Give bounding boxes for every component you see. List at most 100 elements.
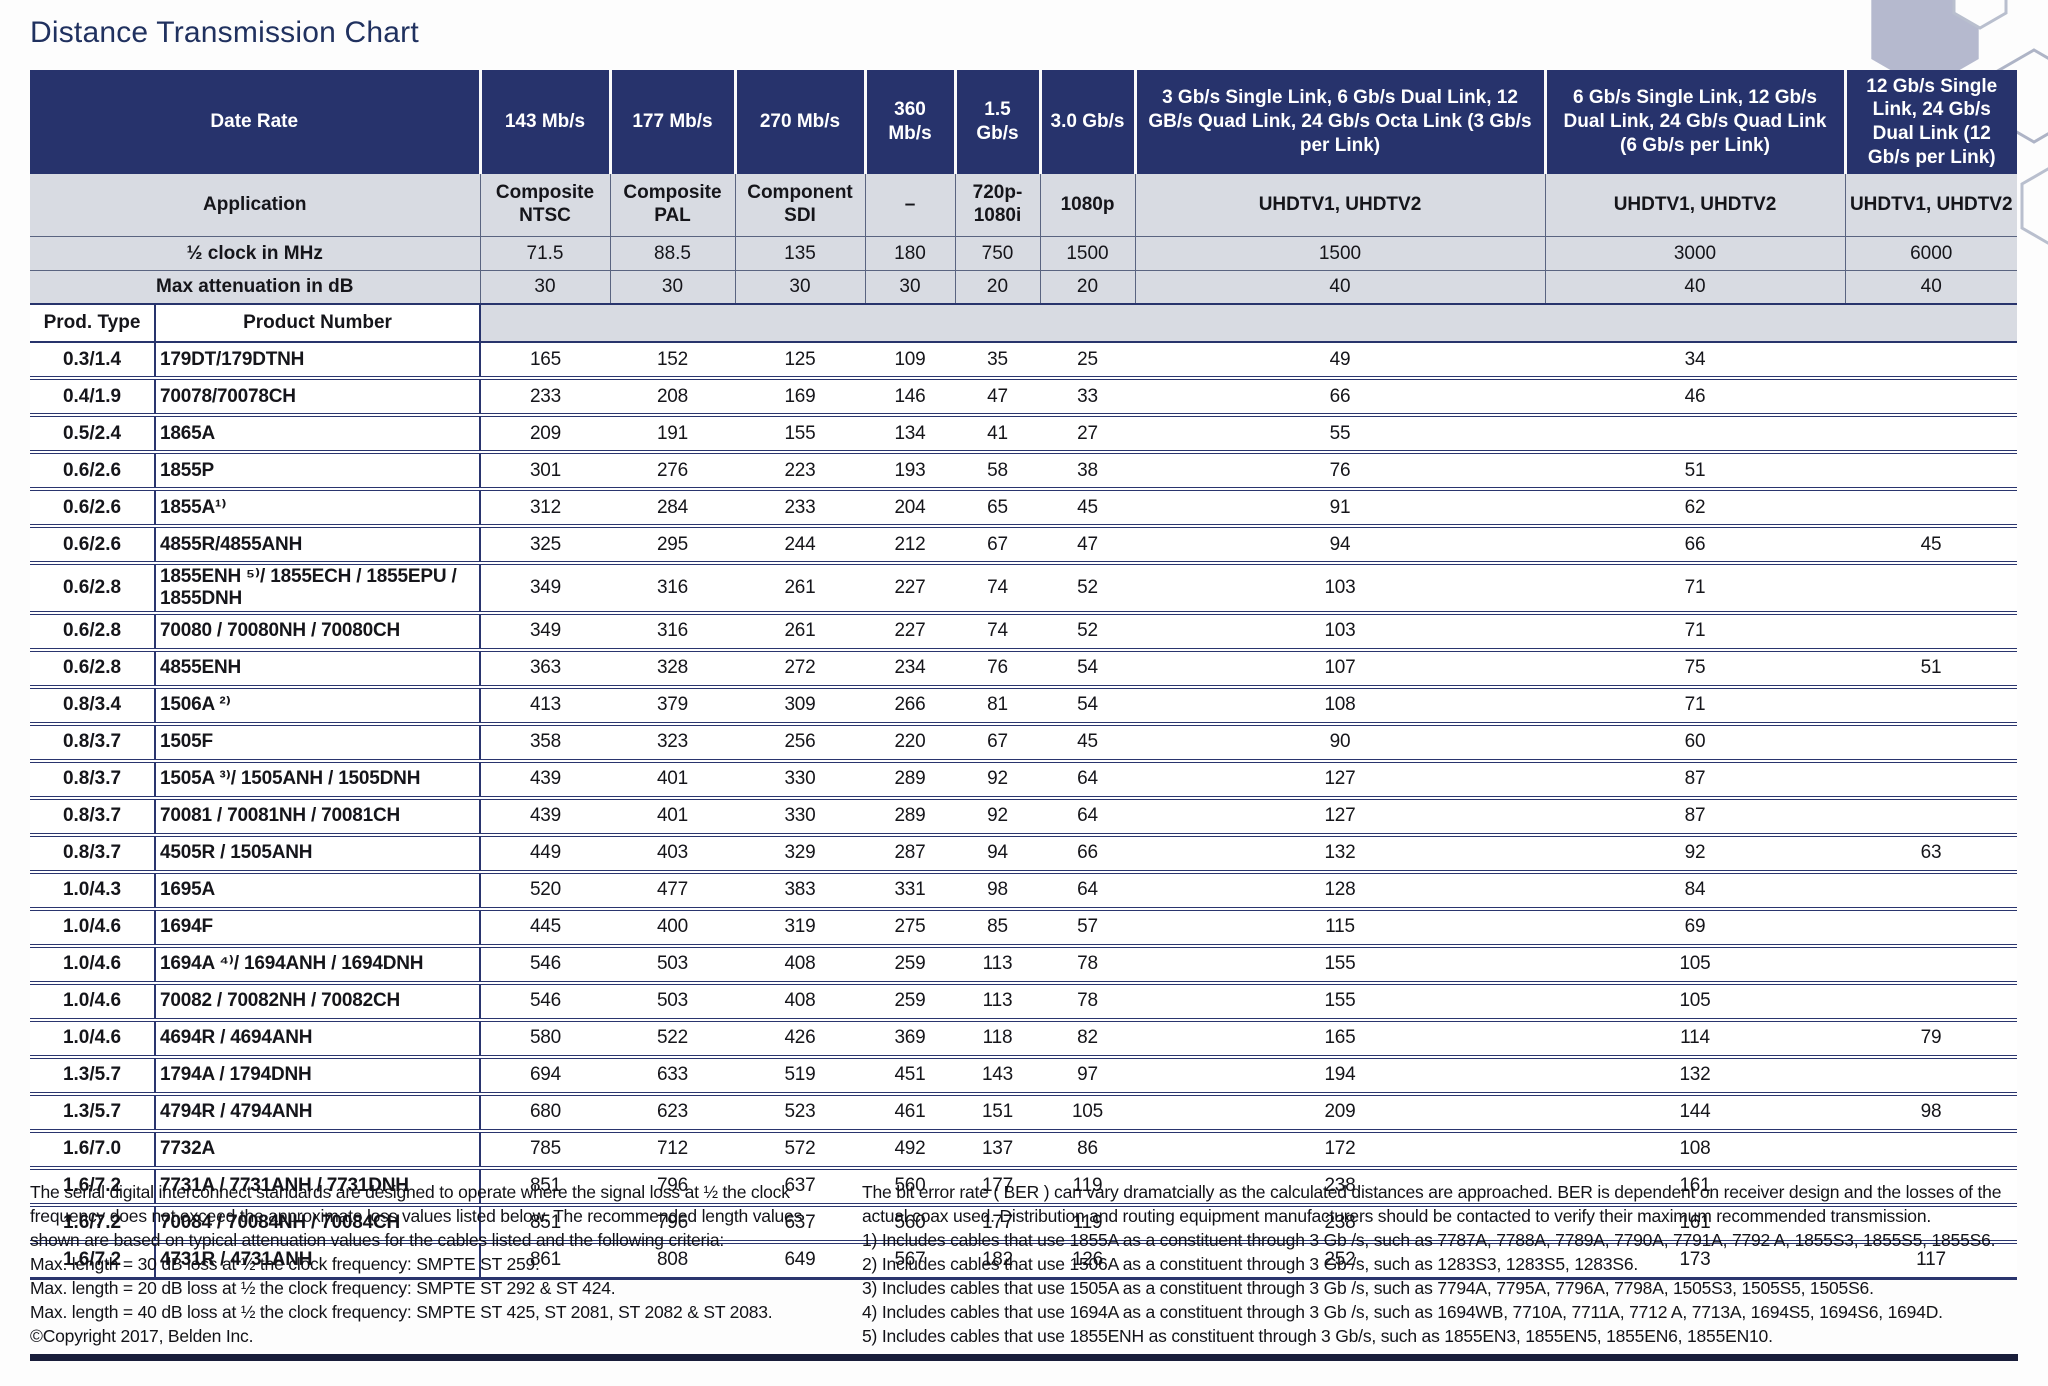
value-cell: 252 — [1135, 1241, 1545, 1280]
attenuation-cell: 30 — [609, 270, 735, 305]
clock-cell: 180 — [864, 236, 955, 271]
value-cell: 212 — [865, 526, 955, 565]
application-cell: Composite NTSC — [479, 174, 610, 237]
value-cell: 633 — [610, 1056, 735, 1096]
value-cell: 649 — [735, 1241, 865, 1280]
value-cell: 49 — [1135, 342, 1545, 380]
footnotes-right: The bit error rate ( BER ) can vary dram… — [862, 1180, 2020, 1348]
value-cell: 64 — [1040, 797, 1135, 837]
application-cell: 720p-1080i — [954, 174, 1040, 237]
value-cell: 67 — [955, 526, 1040, 565]
prod-type-cell: 1.6/7.0 — [30, 1130, 156, 1170]
value-cell: 64 — [1040, 760, 1135, 800]
value-cell: 78 — [1040, 982, 1135, 1022]
value-cell: 105 — [1545, 945, 1845, 985]
value-cell: 401 — [610, 760, 735, 800]
value-cell: 45 — [1845, 526, 2017, 565]
value-cell: 113 — [955, 945, 1040, 985]
rate-col-header: 12 Gb/s Single Link, 24 Gb/s Dual Link (… — [1843, 70, 2017, 174]
prod-type-cell: 1.3/5.7 — [30, 1056, 156, 1096]
table-row: 0.6/2.8 4855ENH 363 328 272 234 76 54 10… — [30, 649, 2017, 689]
value-cell: 117 — [1845, 1241, 2017, 1280]
value-cell: 127 — [1135, 797, 1545, 837]
value-cell: 560 — [865, 1204, 955, 1244]
prod-type-cell: 0.5/2.4 — [30, 415, 156, 454]
prod-type-cell: 0.6/2.6 — [30, 489, 156, 528]
value-cell: 312 — [480, 489, 610, 528]
table-row: 1.6/7.2 4731R / 4731ANH 861 808 649 567 … — [30, 1241, 2017, 1280]
value-cell: 64 — [1040, 871, 1135, 911]
product-number-cell: 4731R / 4731ANH — [155, 1241, 481, 1280]
prod-type-cell: 0.6/2.6 — [30, 526, 156, 565]
value-cell: 169 — [735, 378, 865, 417]
clock-cell: 1500 — [1039, 236, 1135, 271]
page-title: Distance Transmission Chart — [30, 16, 419, 49]
value-cell: 694 — [480, 1056, 610, 1096]
value-cell: 851 — [480, 1204, 610, 1244]
value-cell: 182 — [955, 1241, 1040, 1280]
table-row: 0.6/2.8 70080 / 70080NH / 70080CH 349 31… — [30, 612, 2017, 652]
value-cell: 119 — [1040, 1204, 1135, 1244]
value-cell: 97 — [1040, 1056, 1135, 1096]
value-cell: 519 — [735, 1056, 865, 1096]
value-cell: 492 — [865, 1130, 955, 1170]
prod-type-cell: 0.6/2.8 — [30, 649, 156, 689]
prod-type-cell: 1.6/7.2 — [30, 1167, 156, 1207]
table-row: 1.0/4.3 1695A 520 477 383 331 98 64 128 … — [30, 871, 2017, 911]
value-cell: 92 — [955, 760, 1040, 800]
table-row: 0.8/3.7 1505F 358 323 256 220 67 45 90 6… — [30, 723, 2017, 763]
product-number-cell: 4855R/4855ANH — [155, 526, 481, 565]
value-cell: 115 — [1135, 908, 1545, 948]
value-cell: 144 — [1545, 1093, 1845, 1133]
value-cell: 98 — [1845, 1093, 2017, 1133]
table-row: 1.0/4.6 4694R / 4694ANH 580 522 426 369 … — [30, 1019, 2017, 1059]
application-cell: Component SDI — [734, 174, 865, 237]
value-cell: 86 — [1040, 1130, 1135, 1170]
product-number-cell: 179DT/179DTNH — [155, 342, 481, 380]
value-cell: 208 — [610, 378, 735, 417]
value-cell: 209 — [480, 415, 610, 454]
value-cell: 94 — [1135, 526, 1545, 565]
product-number-cell: 70084 / 70084NH / 70084CH — [155, 1204, 481, 1244]
value-cell: 69 — [1545, 908, 1845, 948]
footnote-line: 4) Includes cables that use 1694A as a c… — [862, 1302, 1943, 1322]
product-number-header: Product Number — [155, 304, 481, 343]
value-cell: 445 — [480, 908, 610, 948]
value-cell: 165 — [1135, 1019, 1545, 1059]
product-number-cell: 70078/70078CH — [155, 378, 481, 417]
product-header-filler — [480, 304, 2017, 343]
value-cell: 238 — [1135, 1204, 1545, 1244]
table-row: 0.6/2.8 1855ENH ⁵⁾/ 1855ECH / 1855EPU / … — [30, 563, 2017, 615]
value-cell: 71 — [1545, 612, 1845, 652]
table-row: 0.6/2.6 1855A¹⁾ 312 284 233 204 65 45 91… — [30, 489, 2017, 528]
prod-type-cell: 0.3/1.4 — [30, 342, 156, 380]
table-row: 0.3/1.4 179DT/179DTNH 165 152 125 109 35… — [30, 342, 2017, 380]
value-cell: 413 — [480, 686, 610, 726]
attenuation-cell: 40 — [1134, 270, 1545, 305]
value-cell: 45 — [1040, 489, 1135, 528]
value-cell — [1845, 415, 2017, 454]
value-cell — [1845, 1130, 2017, 1170]
value-cell: 52 — [1040, 563, 1135, 615]
value-cell — [1845, 1167, 2017, 1207]
value-cell: 244 — [735, 526, 865, 565]
value-cell: 132 — [1545, 1056, 1845, 1096]
value-cell: 87 — [1545, 797, 1845, 837]
product-number-cell: 1794A / 1794DNH — [155, 1056, 481, 1096]
value-cell: 712 — [610, 1130, 735, 1170]
value-cell: 523 — [735, 1093, 865, 1133]
product-number-cell: 7732A — [155, 1130, 481, 1170]
prod-type-cell: 0.8/3.7 — [30, 723, 156, 763]
value-cell: 55 — [1135, 415, 1545, 454]
value-cell: 289 — [865, 797, 955, 837]
value-cell: 107 — [1135, 649, 1545, 689]
value-cell: 109 — [865, 342, 955, 380]
clock-cell: 88.5 — [609, 236, 735, 271]
value-cell: 256 — [735, 723, 865, 763]
value-cell: 451 — [865, 1056, 955, 1096]
value-cell: 546 — [480, 982, 610, 1022]
footnote-line: Max. length = 20 dB loss at ½ the clock … — [30, 1278, 616, 1298]
value-cell: 118 — [955, 1019, 1040, 1059]
hexagon-icon — [1871, 0, 1979, 90]
value-cell: 113 — [955, 982, 1040, 1022]
